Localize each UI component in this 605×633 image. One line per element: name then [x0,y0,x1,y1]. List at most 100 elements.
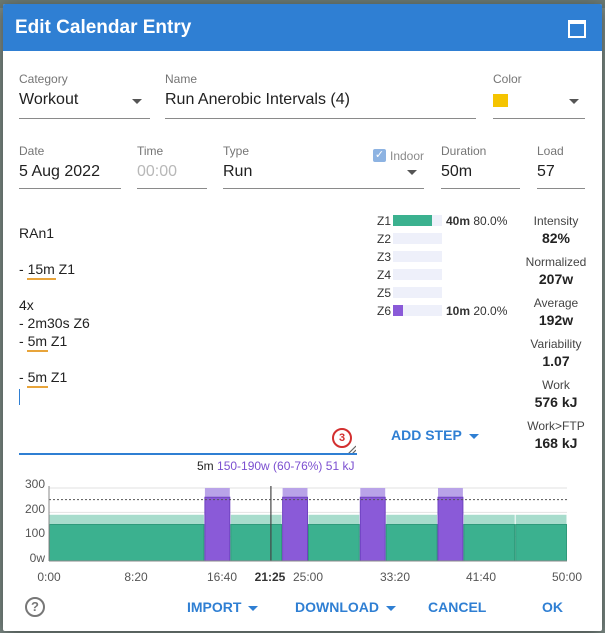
zone-bar-track [393,251,442,262]
zone-bar-track [393,233,442,244]
y-tick-label: 300 [25,477,45,491]
editor-line: 4x [19,297,34,313]
edit-calendar-entry-dialog: Edit Calendar Entry Category Workout Nam… [3,4,602,631]
step-bar [308,524,360,562]
add-step-button[interactable]: ADD STEP [391,427,479,443]
load-input[interactable]: 57 [537,163,555,180]
download-button[interactable]: DOWNLOAD [295,599,396,615]
type-select[interactable]: Run [223,163,253,180]
dialog-title: Edit Calendar Entry [15,17,192,38]
category-select[interactable]: Workout [19,91,79,108]
time-underline [137,188,207,189]
step-info: 5m 150-190w (60-76%) 51 kJ [197,459,355,473]
time-input[interactable]: 00:00 [137,163,178,180]
add-step-chevron-down-icon [468,433,479,439]
editor-line: - 5m Z1 [19,333,68,352]
x-tick-label: 41:40 [466,570,496,584]
indoor-label: Indoor [390,149,425,163]
category-underline [19,118,150,119]
step-bar [49,524,205,562]
time-label: Time [137,144,164,158]
zone-stats: 40m 80.0% [446,214,508,228]
y-tick-label: 0w [30,551,46,565]
category-chevron-down-icon[interactable] [132,99,142,104]
load-label: Load [537,144,564,158]
ok-button[interactable]: OK [542,599,563,615]
cancel-button[interactable]: CANCEL [428,599,487,615]
interval-bar [282,496,309,562]
step-range-band [515,514,567,525]
zone-label: Z1 [377,214,392,228]
step-bar [230,524,283,562]
x-tick-label: 33:20 [380,570,410,584]
step-range-band [49,514,204,525]
power-chart[interactable]: 300 200 100 0w 0:00 8:20 16:40 21:25 25:… [3,476,602,586]
editor-line: - 2m30s Z6 [19,315,90,331]
help-icon[interactable]: ? [25,597,45,617]
date-underline [19,188,121,189]
step-range-band [230,514,282,525]
stat-intensity: Intensity 82% [533,214,579,246]
type-label: Type [223,144,250,158]
zone-bar-track [393,305,442,316]
duration-input[interactable]: 50m [441,163,473,180]
type-underline [223,188,424,189]
step-range-band [308,514,360,525]
type-chevron-down-icon[interactable] [407,170,417,175]
color-chevron-down-icon[interactable] [569,99,579,104]
duration-token: 15m [26,261,57,280]
name-input[interactable]: Run Anerobic Intervals (4) [165,91,350,108]
x-tick-label: 8:20 [124,570,148,584]
maximize-icon[interactable] [568,20,586,38]
editor-underline [19,453,357,455]
step-bar [515,524,568,562]
download-chevron-down-icon [386,605,396,611]
zone-bar [393,305,403,316]
dialog-titlebar: Edit Calendar Entry [3,4,602,51]
color-swatch[interactable] [493,94,508,107]
date-input[interactable]: 5 Aug 2022 [19,163,100,180]
error-count-badge[interactable]: 3 [332,428,352,448]
stat-variability: Variability 1.07 [530,337,582,369]
indoor-checkbox[interactable]: ✓ [373,149,386,162]
step-range-band [463,514,515,525]
duration-underline [441,188,520,189]
y-tick-label: 100 [25,526,45,540]
load-underline [537,188,585,189]
interval-bar [437,496,464,562]
date-label: Date [19,144,45,158]
zone-bar-track [393,269,442,280]
editor-line: RAn1 [19,225,55,241]
interval-bar [359,496,386,562]
zone-bar [393,215,433,226]
stat-average: Average 192w [533,296,579,328]
editor-line: - 15m Z1 [19,261,76,280]
zone-label: Z3 [377,250,392,264]
step-bar [463,524,516,562]
stat-normalized: Normalized 207w [525,255,587,287]
zone-bar-track [393,215,442,226]
cursor-time-label: 21:25 [255,570,286,584]
name-underline [165,118,476,119]
x-tick-label: 0:00 [37,570,61,584]
duration-token: 5m [26,333,49,352]
step-bar [385,524,438,562]
duration-label: Duration [441,144,487,158]
step-range-band [386,514,437,525]
import-chevron-down-icon [248,605,259,611]
zone-label: Z4 [377,268,392,282]
x-tick-label: 25:00 [293,570,323,584]
zone-bar-track [393,287,442,298]
zone-label: Z5 [377,286,392,300]
name-label: Name [165,72,198,86]
zone-stats: 10m 20.0% [446,304,508,318]
duration-token: 5m [26,369,49,388]
text-cursor [19,389,20,405]
y-tick-label: 200 [25,502,45,516]
interval-bar [204,496,231,562]
import-button[interactable]: IMPORT [187,599,259,615]
stat-work: Work 576 kJ [534,378,578,410]
zone-label: Z2 [377,232,392,246]
x-tick-label: 50:00 [552,570,582,584]
stat-work-above-ftp: Work>FTP 168 kJ [527,419,585,451]
